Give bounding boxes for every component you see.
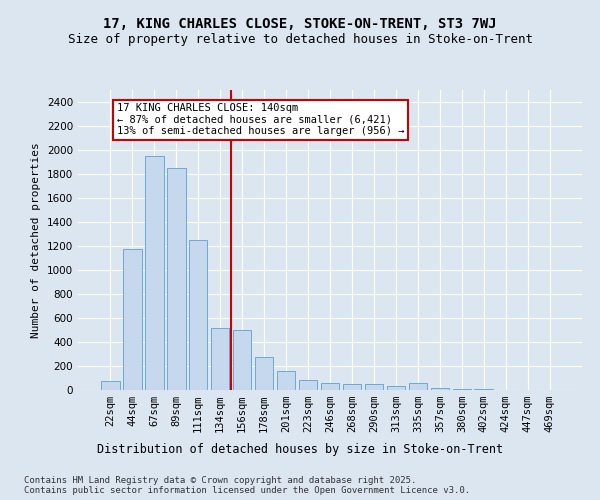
- Text: Distribution of detached houses by size in Stoke-on-Trent: Distribution of detached houses by size …: [97, 442, 503, 456]
- Bar: [189, 240, 208, 390]
- Bar: [145, 156, 164, 390]
- Bar: [299, 380, 317, 390]
- Bar: [123, 249, 142, 390]
- Text: 17 KING CHARLES CLOSE: 140sqm
← 87% of detached houses are smaller (6,421)
13% o: 17 KING CHARLES CLOSE: 140sqm ← 87% of d…: [117, 103, 404, 136]
- Bar: [409, 384, 427, 390]
- Text: 17, KING CHARLES CLOSE, STOKE-ON-TRENT, ST3 7WJ: 17, KING CHARLES CLOSE, STOKE-ON-TRENT, …: [103, 18, 497, 32]
- Bar: [211, 328, 229, 390]
- Bar: [386, 386, 405, 390]
- Bar: [233, 330, 251, 390]
- Bar: [101, 381, 119, 390]
- Y-axis label: Number of detached properties: Number of detached properties: [31, 142, 41, 338]
- Text: Size of property relative to detached houses in Stoke-on-Trent: Size of property relative to detached ho…: [67, 32, 533, 46]
- Bar: [320, 384, 340, 390]
- Text: Contains HM Land Registry data © Crown copyright and database right 2025.
Contai: Contains HM Land Registry data © Crown c…: [24, 476, 470, 495]
- Bar: [277, 371, 295, 390]
- Bar: [431, 388, 449, 390]
- Bar: [255, 357, 274, 390]
- Bar: [167, 168, 185, 390]
- Bar: [452, 389, 471, 390]
- Bar: [365, 384, 383, 390]
- Bar: [343, 384, 361, 390]
